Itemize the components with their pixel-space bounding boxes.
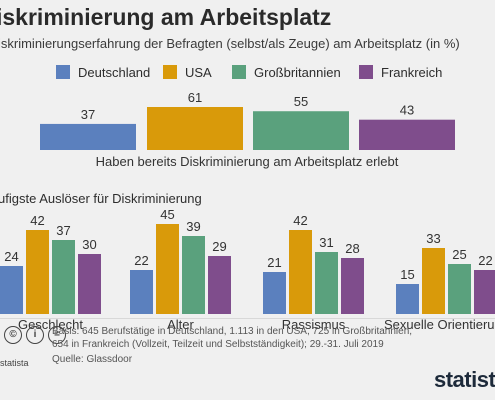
chart-subtitle: iskriminierungserfahrung der Befragten (…: [0, 36, 460, 51]
bar-frankreich: [359, 119, 455, 150]
bar-deutschland: [396, 284, 419, 314]
bar-großbritannien: [182, 236, 205, 314]
footer-divider: [0, 318, 495, 319]
category-label: Rassismus: [282, 317, 346, 332]
bar-value-label: 61: [188, 90, 202, 105]
source-note: Quelle: Glassdoor: [52, 354, 133, 365]
category-label: Sexuelle Orientierung: [384, 317, 495, 332]
legend-item-grossbritannien: Großbritannien: [232, 62, 341, 82]
legend-item-usa: USA: [163, 62, 212, 82]
legend-item-deutschland: Deutschland: [56, 62, 150, 82]
bar-value-label: 42: [30, 213, 44, 228]
by-icon: i: [26, 326, 44, 344]
bar-value-label: 42: [293, 213, 307, 228]
bar-value-label: 25: [452, 247, 466, 262]
bar-usa: [422, 248, 445, 314]
bar-frankreich: [208, 256, 231, 314]
bar-großbritannien: [315, 252, 338, 314]
bar-value-label: 22: [134, 253, 148, 268]
legend-label: USA: [185, 64, 212, 80]
bar-value-label: 31: [319, 235, 333, 250]
license-icons: © i =: [4, 326, 66, 344]
cc-icon: ©: [4, 326, 22, 344]
bar-deutschland: [40, 123, 136, 150]
bar-value-label: 22: [478, 253, 492, 268]
bar-value-label: 15: [400, 267, 414, 282]
bar-value-label: 33: [426, 231, 440, 246]
bar-frankreich: [78, 254, 101, 314]
bar-value-label: 28: [345, 241, 359, 256]
bar-deutschland: [0, 266, 23, 314]
bar-value-label: 55: [294, 94, 308, 109]
bar-value-label: 24: [4, 249, 18, 264]
legend-swatch: [359, 65, 373, 79]
legend-swatch: [56, 65, 70, 79]
section-title: ufigste Auslöser für Diskriminierung: [0, 191, 202, 206]
legend-label: Großbritannien: [254, 64, 341, 80]
bar-value-label: 39: [186, 219, 200, 234]
legend-swatch: [232, 65, 246, 79]
legend-label: Frankreich: [381, 64, 443, 80]
bar-value-label: 45: [160, 207, 174, 222]
bar-frankreich: [474, 270, 495, 314]
bar-usa: [147, 107, 243, 150]
bar-value-label: 29: [212, 239, 226, 254]
bar-value-label: 43: [400, 103, 414, 118]
bar-usa: [156, 224, 179, 314]
category-label: Alter: [167, 317, 194, 332]
statista-small-label: statista: [0, 358, 29, 368]
bar-frankreich: [341, 258, 364, 314]
chart-title: iskriminierung am Arbeitsplatz: [0, 4, 332, 30]
bar-großbritannien: [253, 111, 349, 150]
bar-value-label: 37: [81, 107, 95, 122]
statista-logo[interactable]: statista: [434, 367, 495, 392]
bar-großbritannien: [448, 264, 471, 314]
bar-value-label: 30: [82, 237, 96, 252]
basis-note-line1: Basis: 645 Berufstätige in Deutschland, …: [52, 326, 413, 337]
equals-icon: =: [48, 326, 66, 344]
bar-value-label: 37: [56, 223, 70, 238]
bar-deutschland: [263, 272, 286, 314]
bar-value-label: 21: [267, 255, 281, 270]
legend-swatch: [163, 65, 177, 79]
legend-item-frankreich: Frankreich: [359, 62, 442, 82]
bar-großbritannien: [52, 240, 75, 314]
bar-usa: [26, 230, 49, 314]
bar-usa: [289, 230, 312, 314]
basis-note-line2: 654 in Frankreich (Vollzeit, Teilzeit un…: [52, 339, 384, 350]
legend-label: Deutschland: [78, 64, 151, 80]
bar-deutschland: [130, 270, 153, 314]
category-label: Haben bereits Diskriminierung am Arbeits…: [96, 154, 399, 169]
